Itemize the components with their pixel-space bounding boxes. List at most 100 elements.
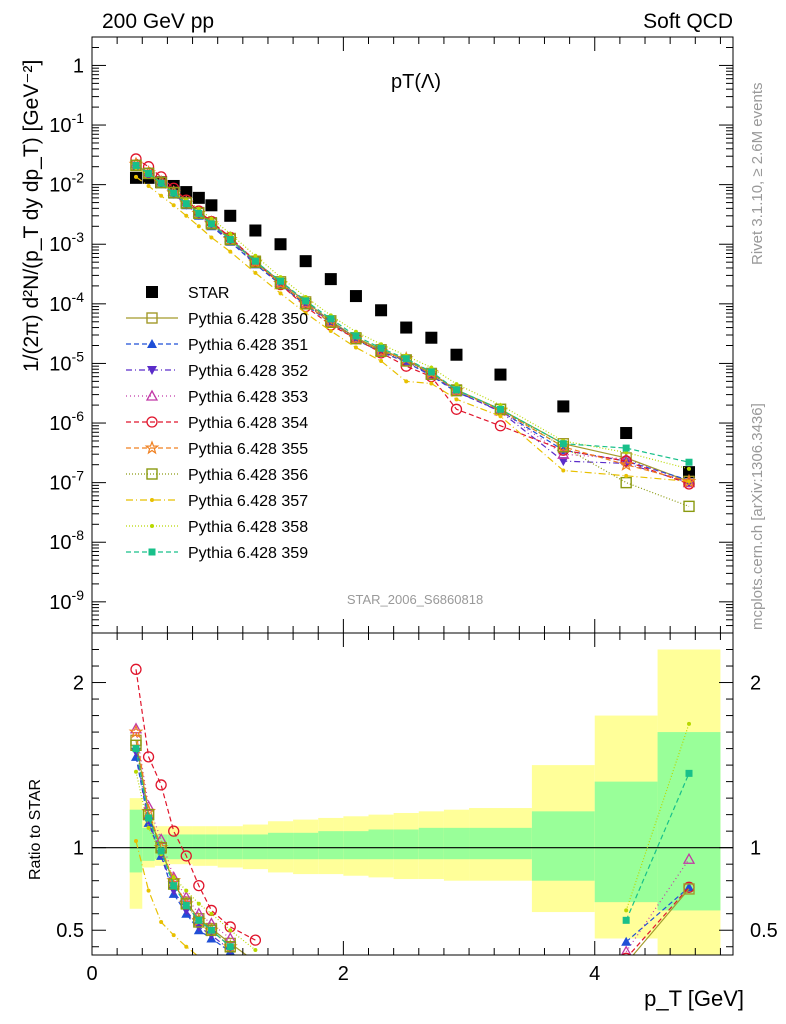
data-point bbox=[327, 315, 335, 323]
ratio-point bbox=[155, 779, 167, 791]
data-point bbox=[132, 161, 140, 169]
ratio-point bbox=[130, 663, 142, 675]
data-point bbox=[450, 348, 463, 361]
series-p359 bbox=[132, 161, 693, 466]
data-point bbox=[685, 458, 693, 466]
ratio-point bbox=[168, 825, 180, 837]
ratio-point bbox=[253, 948, 258, 953]
data-point bbox=[454, 382, 459, 387]
band-inner bbox=[443, 827, 470, 860]
ratio-point bbox=[128, 724, 144, 739]
ratio-tail-point bbox=[622, 916, 630, 924]
y-tick-label: 10-4 bbox=[49, 289, 84, 316]
y-tick-label: 10-3 bbox=[49, 229, 84, 256]
data-point bbox=[196, 224, 201, 229]
ratio-tail-line bbox=[625, 886, 690, 943]
data-point bbox=[683, 466, 696, 479]
data-point bbox=[683, 478, 695, 490]
ratio-tail-point bbox=[682, 852, 696, 864]
data-point bbox=[452, 386, 460, 394]
ratio-point bbox=[250, 957, 260, 967]
ratio-series-p359 bbox=[132, 745, 234, 951]
band-inner bbox=[217, 834, 243, 860]
side-label-bottom: mcplots.cern.ch [arXiv:1306.3436] bbox=[749, 403, 766, 630]
ratio-tail-point bbox=[621, 936, 632, 946]
legend-marker bbox=[147, 339, 157, 348]
ratio-point bbox=[182, 901, 190, 909]
ratio-line bbox=[135, 756, 231, 953]
data-point bbox=[450, 403, 463, 415]
main-panel: 10-9 10-8 10-7 10-6 10-5 10-4 10-3 10-2 10-1 1 1/(… bbox=[20, 36, 734, 634]
data-point bbox=[349, 290, 362, 303]
data-point bbox=[557, 447, 570, 459]
data-point bbox=[249, 224, 262, 237]
data-point bbox=[687, 466, 692, 471]
band-inner bbox=[192, 834, 206, 860]
data-point bbox=[429, 381, 434, 386]
ratio-tail-point bbox=[624, 908, 629, 913]
data-point bbox=[277, 277, 285, 285]
data-point bbox=[209, 216, 214, 221]
ratio-line bbox=[135, 748, 231, 948]
ratio-y-tick-label-right: 1 bbox=[750, 838, 761, 860]
legend-label: Pythia 6.428 356 bbox=[188, 467, 308, 484]
x-tick-label: 0 bbox=[86, 963, 97, 985]
ratio-tail-p358 bbox=[624, 721, 692, 913]
data-point bbox=[352, 332, 360, 340]
band-inner bbox=[469, 827, 532, 860]
ratio-tail-point bbox=[620, 945, 632, 955]
data-point bbox=[207, 220, 215, 228]
legend-marker bbox=[146, 286, 158, 298]
data-point bbox=[559, 440, 567, 448]
ratio-y-tick-label: 1 bbox=[73, 838, 84, 860]
data-point bbox=[621, 459, 632, 469]
ratio-point bbox=[159, 919, 164, 924]
y-tick-label: 10-1 bbox=[49, 110, 84, 137]
ratio-point bbox=[132, 745, 140, 753]
data-point bbox=[209, 235, 214, 240]
y-tick-label: 10-7 bbox=[49, 468, 84, 495]
ratio-point bbox=[133, 839, 138, 844]
data-point bbox=[299, 255, 312, 268]
band-inner bbox=[594, 781, 658, 903]
ratio-point bbox=[196, 901, 201, 906]
ratio-tail-point bbox=[687, 721, 692, 726]
data-point bbox=[192, 191, 205, 204]
data-point bbox=[404, 379, 409, 384]
legend-marker bbox=[146, 468, 158, 480]
header-left: 200 GeV pp bbox=[102, 10, 214, 33]
data-point bbox=[324, 273, 337, 286]
ratio-tail-p353 bbox=[620, 852, 696, 955]
plot-title: pT(Λ) bbox=[391, 71, 441, 93]
legend-marker bbox=[150, 498, 154, 502]
main-frame bbox=[91, 36, 734, 634]
data-point bbox=[224, 209, 237, 222]
data-point bbox=[228, 249, 233, 254]
legend-marker bbox=[145, 389, 159, 401]
data-point bbox=[620, 452, 633, 464]
legend-label: Pythia 6.428 351 bbox=[188, 337, 308, 354]
data-point bbox=[375, 304, 388, 317]
y-tick-label: 10-6 bbox=[49, 408, 84, 435]
ratio-tail-line bbox=[632, 888, 690, 955]
ratio-point bbox=[146, 888, 151, 893]
ratio-tail-point bbox=[621, 952, 631, 955]
data-point bbox=[377, 344, 385, 352]
band-inner bbox=[205, 834, 218, 860]
band-inner bbox=[267, 832, 294, 860]
legend-label: Pythia 6.428 353 bbox=[188, 389, 308, 406]
band-inner bbox=[242, 834, 268, 860]
legend-marker bbox=[146, 416, 158, 428]
legend-marker bbox=[150, 524, 154, 528]
ratio-point bbox=[228, 928, 233, 933]
data-point bbox=[155, 176, 167, 189]
data-point bbox=[253, 253, 258, 258]
ratio-tail-point bbox=[685, 769, 693, 777]
legend-label: Pythia 6.428 357 bbox=[188, 493, 308, 510]
band-inner bbox=[318, 831, 344, 860]
band-inner bbox=[142, 827, 155, 861]
ratio-point bbox=[193, 879, 205, 892]
ratio-tail-p350 bbox=[632, 883, 695, 955]
data-point bbox=[683, 500, 695, 513]
